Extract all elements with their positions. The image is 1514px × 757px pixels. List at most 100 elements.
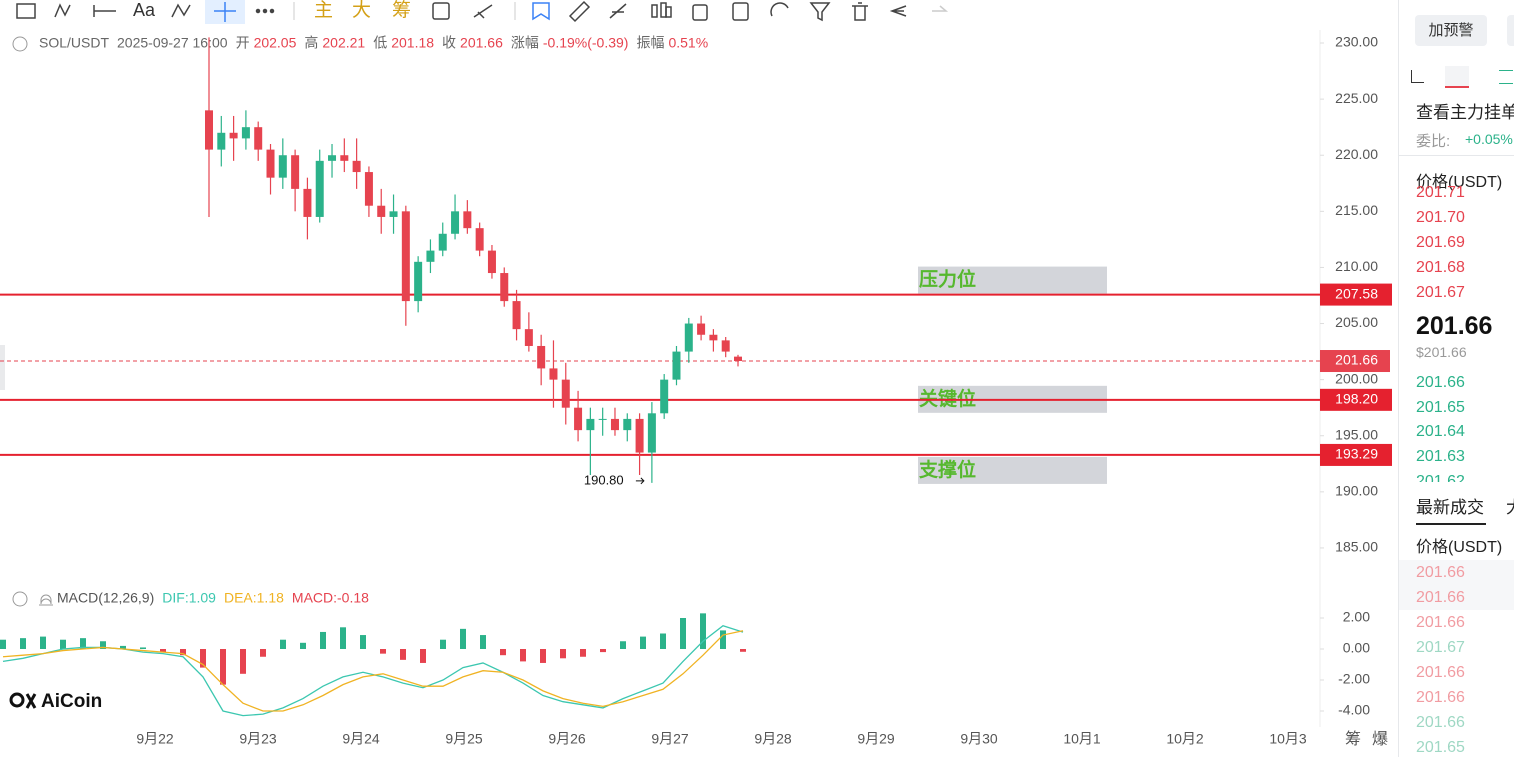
icon[interactable] <box>568 0 591 23</box>
macd-bar <box>480 635 486 649</box>
wave-tool[interactable] <box>54 3 71 18</box>
icon <box>665 6 672 18</box>
zone-box <box>918 456 1107 484</box>
trade-price: 201.67 <box>1416 639 1465 656</box>
macd-bar <box>60 639 66 649</box>
macd-bar <box>520 649 526 662</box>
bid-price: 201.63 <box>1416 448 1465 466</box>
candle-body <box>364 172 373 206</box>
axis-button[interactable]: 筹 <box>1345 730 1361 748</box>
indicator-button[interactable]: 大 <box>352 0 371 21</box>
header-text: 0.51% <box>668 35 708 51</box>
tab-underline <box>1416 523 1486 525</box>
header-text: 201.18 <box>391 35 434 51</box>
icon[interactable] <box>432 2 450 20</box>
macd-label: MACD(12,26,9) <box>57 590 154 606</box>
macd-bar <box>320 631 326 649</box>
candle-body <box>684 323 693 352</box>
icon[interactable] <box>809 2 831 22</box>
candle-body <box>303 188 312 217</box>
crosshair-tool[interactable] <box>214 2 236 22</box>
level-tag-label: 193.29 <box>1335 446 1378 462</box>
icon[interactable] <box>732 2 749 21</box>
header-text: 201.66 <box>460 35 503 51</box>
candle-body <box>328 155 337 161</box>
candle-body <box>709 334 718 341</box>
y-tick-label: 185.00 <box>1335 539 1378 555</box>
level-tag-label: 198.20 <box>1335 391 1378 407</box>
ray-tool[interactable] <box>93 5 116 17</box>
axis-button[interactable]: 爆 <box>1372 729 1388 748</box>
candle-body <box>561 379 570 408</box>
toolbar <box>16 0 949 24</box>
side-tab[interactable] <box>0 345 5 390</box>
other-tab[interactable]: 大 <box>1506 493 1514 518</box>
ask-price: 201.69 <box>1416 234 1465 251</box>
indicator-button[interactable]: 筹 <box>392 0 411 21</box>
icon[interactable] <box>651 4 658 18</box>
macd-bar <box>260 649 266 657</box>
macd-bar <box>280 639 286 649</box>
macd-bar <box>160 649 166 653</box>
macd-bar <box>80 638 86 649</box>
x-tick-label: 9月22 <box>136 731 174 747</box>
panel-icon[interactable] <box>1499 70 1513 84</box>
candle-body <box>340 155 349 161</box>
collapse-icon[interactable] <box>12 36 28 52</box>
candle-body <box>205 110 213 150</box>
macd-bar <box>680 618 686 649</box>
last-price-usd: $201.66 <box>1416 344 1467 360</box>
ratio-label: 委比: <box>1416 133 1451 150</box>
x-tick-label: 9月26 <box>548 731 586 747</box>
text-tool[interactable]: Aa <box>133 0 156 20</box>
indicator-button[interactable]: 主 <box>314 0 333 21</box>
header-text: -0.19%(-0.39) <box>543 35 629 51</box>
macd-bar <box>620 641 626 649</box>
macd-bar <box>400 649 406 660</box>
bell-icon[interactable] <box>39 594 53 606</box>
macd-bar <box>380 649 386 654</box>
y-tick-label: 230.00 <box>1335 34 1378 50</box>
header-text: 2025-09-27 16:00 <box>117 35 228 51</box>
trade-price: 201.66 <box>1416 689 1465 706</box>
rect-tool[interactable] <box>16 3 36 19</box>
icon[interactable] <box>692 4 708 21</box>
more-dot[interactable] <box>255 8 261 14</box>
button[interactable] <box>1507 15 1514 46</box>
macd-bar <box>180 649 186 656</box>
alert-button[interactable]: 加预警 <box>1415 15 1487 46</box>
icon[interactable] <box>532 2 550 21</box>
panel-icon[interactable] <box>1411 70 1424 83</box>
redo <box>932 5 949 12</box>
undo[interactable] <box>889 5 907 17</box>
icon[interactable] <box>770 2 789 17</box>
candle-body <box>697 323 706 335</box>
candle-body <box>229 132 238 139</box>
y-tick-label: 200.00 <box>1335 370 1378 386</box>
macd-bar <box>740 649 746 652</box>
macd-bar <box>360 635 366 649</box>
header-text: SOL/USDT <box>39 35 109 51</box>
bid-price: 201.64 <box>1416 423 1465 441</box>
panel-icon-active[interactable] <box>1445 66 1469 88</box>
last-price: 201.66 <box>1416 312 1493 340</box>
x-tick-label: 9月23 <box>239 731 277 747</box>
candle-body <box>586 418 595 431</box>
x-tick-label: 9月25 <box>445 731 483 747</box>
candle-body <box>610 418 619 431</box>
trades-tab[interactable]: 最新成交 <box>1416 498 1484 517</box>
zone-label: 压力位 <box>919 268 976 291</box>
header-text: 收 <box>442 35 456 51</box>
candle-body <box>463 211 472 229</box>
bid-price: 201.66 <box>1416 374 1465 391</box>
macd-bar <box>20 638 26 649</box>
level-tag <box>1320 283 1392 306</box>
icon[interactable] <box>473 4 493 19</box>
icon[interactable] <box>609 3 627 19</box>
current-price-label: 201.66 <box>1335 352 1378 368</box>
collapse-icon[interactable] <box>12 591 28 607</box>
icon[interactable] <box>852 2 868 21</box>
wave-tool-2[interactable] <box>171 3 191 18</box>
x-tick-label: 9月24 <box>342 731 380 747</box>
